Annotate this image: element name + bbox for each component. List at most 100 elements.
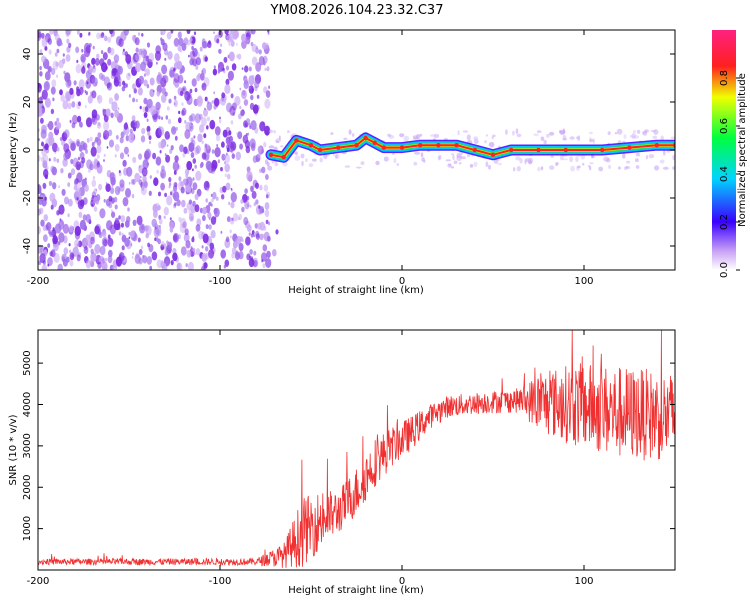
noise-cell [239, 87, 242, 91]
noise-cell [107, 234, 111, 240]
noise-cell [212, 68, 218, 76]
x-tick-label: -200 [27, 576, 50, 587]
noise-cell [60, 94, 65, 102]
noise-cell [161, 94, 167, 103]
haze-cell [515, 156, 521, 161]
noise-cell [177, 31, 182, 39]
noise-cell [143, 73, 146, 77]
noise-cell [97, 94, 103, 104]
noise-cell [68, 138, 73, 145]
spectrogram-y-ticks: -40 -20 0 20 40 [22, 48, 675, 254]
noise-cell [186, 39, 191, 46]
x-tick-label: -100 [209, 576, 232, 587]
noise-cell [102, 231, 107, 238]
noise-cell [48, 180, 53, 187]
noise-cell [130, 120, 136, 129]
haze-cell [662, 166, 669, 170]
noise-cell [159, 224, 161, 228]
haze-cell [629, 135, 634, 138]
noise-cell [225, 152, 228, 156]
noise-cell [220, 95, 227, 106]
noise-cell [166, 106, 170, 111]
noise-cell [188, 213, 195, 222]
noise-cell [201, 38, 206, 45]
noise-cell [65, 30, 72, 36]
haze-cell [546, 133, 550, 138]
noise-cell [132, 179, 136, 185]
noise-cell [44, 97, 51, 108]
noise-cell [81, 157, 86, 164]
noise-cell [50, 86, 56, 95]
noise-cell [74, 178, 78, 185]
spectrogram-cells [38, 30, 675, 270]
haze-cell [323, 153, 328, 160]
noise-cell [119, 183, 125, 192]
noise-cell [265, 90, 271, 98]
noise-cell [90, 252, 97, 263]
noise-cell [223, 69, 226, 74]
noise-cell [225, 182, 231, 191]
noise-cell [234, 30, 240, 39]
noise-cell [207, 211, 212, 219]
noise-cell [69, 225, 74, 233]
signal-trace-point [563, 147, 568, 153]
y-tick-label: 40 [22, 48, 33, 61]
noise-cell [148, 190, 152, 196]
noise-cell [46, 165, 49, 170]
noise-cell [225, 236, 230, 243]
noise-cell [159, 218, 163, 225]
noise-cell [76, 140, 80, 147]
noise-cell [178, 216, 182, 223]
noise-cell [125, 135, 130, 142]
noise-cell [252, 179, 258, 188]
noise-cell [38, 184, 42, 195]
noise-cell [240, 198, 244, 204]
noise-cell [56, 158, 60, 163]
noise-cell [104, 35, 108, 42]
noise-cell [57, 263, 63, 270]
noise-cell [75, 63, 82, 74]
noise-cell [152, 113, 158, 123]
signal-trace-point [672, 143, 675, 148]
noise-cell [196, 96, 203, 107]
noise-cell [85, 45, 91, 54]
noise-cell [108, 97, 114, 105]
noise-cell [159, 150, 162, 154]
noise-cell [119, 136, 124, 144]
noise-cell [77, 115, 82, 123]
noise-cell [158, 141, 163, 149]
haze-cell [437, 156, 441, 161]
noise-cell [259, 206, 265, 214]
noise-cell [160, 244, 165, 251]
noise-cell [67, 213, 70, 218]
haze-cell [450, 166, 454, 169]
noise-cell [164, 153, 167, 157]
noise-cell [115, 135, 119, 140]
noise-cell [254, 223, 258, 229]
noise-cell [73, 184, 78, 191]
noise-cell [176, 262, 183, 270]
noise-cell [229, 217, 235, 225]
noise-cell [167, 118, 172, 125]
signal-trace-point [372, 140, 377, 145]
noise-cell [214, 207, 220, 218]
noise-cell [85, 213, 91, 223]
noise-cell [224, 163, 230, 173]
snr-panel: -200 -100 0 100 1000 2000 3000 4000 5000 Height… [8, 329, 676, 596]
noise-cell [254, 80, 260, 89]
y-tick-label: 2000 [22, 475, 33, 500]
noise-cell [166, 31, 172, 40]
haze-cell [562, 138, 568, 141]
noise-cell [145, 68, 151, 76]
noise-cell [201, 116, 207, 127]
signal-trace-point [472, 147, 477, 153]
noise-cell [94, 58, 100, 66]
noise-cell [134, 120, 140, 129]
haze-cell [335, 154, 338, 159]
noise-cell [123, 146, 129, 155]
noise-cell [250, 256, 254, 261]
noise-cell [230, 187, 233, 191]
noise-cell [132, 219, 137, 226]
noise-cell [188, 209, 193, 216]
noise-cell [122, 159, 127, 167]
